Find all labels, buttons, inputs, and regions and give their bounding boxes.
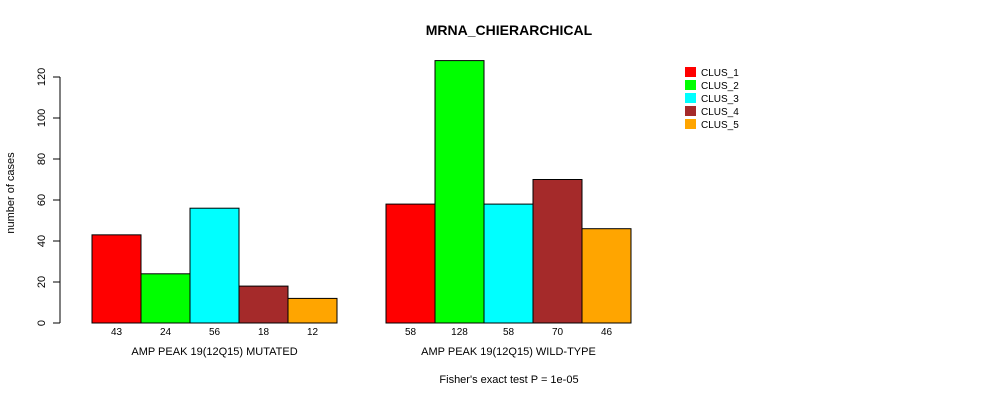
bar-clus_4-group-1 xyxy=(238,285,289,324)
bar-clus_3-group-2 xyxy=(483,203,534,324)
y-tick-label: 20 xyxy=(36,276,48,288)
bar-clus_1-group-1 xyxy=(91,234,142,324)
legend-swatch-clus_5 xyxy=(685,119,696,129)
bar-value-label: 58 xyxy=(405,327,417,338)
y-tick-label: 40 xyxy=(36,235,48,247)
legend: CLUS_1 CLUS_2 CLUS_3 CLUS_4 CLUS_5 xyxy=(685,67,739,131)
bar-value-label: 58 xyxy=(503,327,515,338)
bar-clus_4-group-2 xyxy=(532,179,583,324)
y-tick-label: 120 xyxy=(36,68,48,86)
bar-value-label: 43 xyxy=(111,327,123,338)
y-tick-label: 60 xyxy=(36,194,48,206)
bar-clus_2-group-2 xyxy=(434,60,485,324)
legend-swatch-clus_3 xyxy=(685,93,696,103)
bar-value-label: 18 xyxy=(258,327,270,338)
y-tick-label: 100 xyxy=(36,109,48,127)
bar-clus_3-group-1 xyxy=(189,207,240,324)
legend-label: CLUS_2 xyxy=(701,81,739,92)
legend-label: CLUS_4 xyxy=(701,107,739,118)
legend-label: CLUS_5 xyxy=(701,120,739,131)
bar-value-label: 46 xyxy=(601,327,613,338)
chart-title: MRNA_CHIERARCHICAL xyxy=(426,22,593,38)
bar-value-label: 70 xyxy=(552,327,564,338)
y-axis: 0 20 40 60 80 100 120 xyxy=(36,68,61,326)
y-tick-label: 0 xyxy=(36,320,48,326)
group-label: AMP PEAK 19(12Q15) WILD-TYPE xyxy=(421,346,596,358)
bar-value-label: 24 xyxy=(160,327,172,338)
bar-value-label: 56 xyxy=(209,327,221,338)
legend-swatch-clus_2 xyxy=(685,80,696,90)
footnote: Fisher's exact test P = 1e-05 xyxy=(439,374,578,386)
y-axis-label: number of cases xyxy=(5,152,17,234)
legend-label: CLUS_3 xyxy=(701,94,739,105)
legend-swatch-clus_4 xyxy=(685,106,696,116)
bars-layer: 43 24 56 18 12 AMP PEAK 19(12Q15) MUTATED 58 12… xyxy=(91,60,632,358)
y-tick-label: 80 xyxy=(36,153,48,165)
bar-clus_5-group-2 xyxy=(581,228,632,324)
bar-value-label: 12 xyxy=(307,327,319,338)
legend-swatch-clus_1 xyxy=(685,67,696,77)
bar-clus_1-group-2 xyxy=(385,203,436,324)
legend-label: CLUS_1 xyxy=(701,68,739,79)
group-label: AMP PEAK 19(12Q15) MUTATED xyxy=(131,346,297,358)
bar-value-label: 128 xyxy=(451,327,468,338)
bar-clus_5-group-1 xyxy=(287,297,338,324)
bar-clus_2-group-1 xyxy=(140,273,191,324)
